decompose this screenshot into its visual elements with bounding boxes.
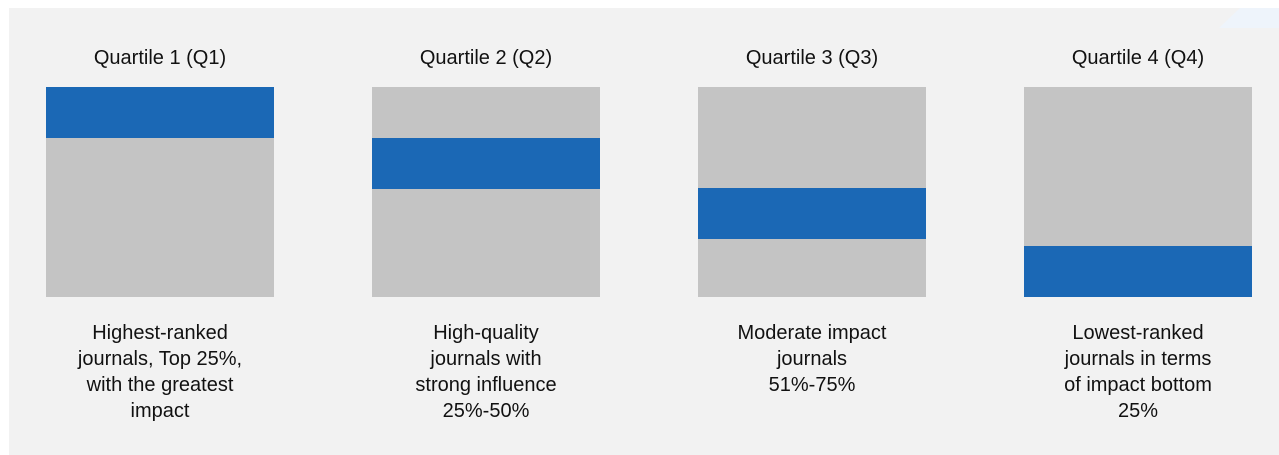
description-line: Moderate impact <box>737 322 887 344</box>
quartile-highlight-band <box>372 138 600 189</box>
quartile-column-q4: Quartile 4 (Q4) Lowest-ranked journals i… <box>1024 8 1252 455</box>
quartile-diagram-panel: Quartile 1 (Q1) Highest-ranked journals,… <box>9 8 1279 455</box>
quartile-column-q3: Quartile 3 (Q3) Moderate impact journals… <box>698 8 926 455</box>
quartile-highlight-band <box>1024 246 1252 297</box>
description-line: 51%-75% <box>768 374 856 396</box>
description-line: Highest-ranked <box>92 322 228 344</box>
quartile-title: Quartile 4 (Q4) <box>1071 47 1205 69</box>
quartile-highlight-band <box>698 188 926 239</box>
quartile-box <box>698 87 926 297</box>
description-line: journals, Top 25%, <box>77 348 243 370</box>
description-line: 25%-50% <box>442 400 530 422</box>
quartile-box <box>46 87 274 297</box>
quartile-box <box>372 87 600 297</box>
description-line: journals <box>776 348 848 370</box>
description-line: Lowest-ranked <box>1072 322 1204 344</box>
description-line: strong influence <box>415 374 557 396</box>
description-line: of impact bottom <box>1064 374 1212 396</box>
quartile-highlight-band <box>46 87 274 138</box>
description-line: 25% <box>1117 400 1159 422</box>
description-line: journals with <box>430 348 542 370</box>
quartile-box <box>1024 87 1252 297</box>
quartile-description: Moderate impact journals 51%-75% <box>678 320 946 398</box>
quartile-description: Highest-ranked journals, Top 25%, with t… <box>26 320 294 424</box>
description-line: impact <box>130 400 190 422</box>
quartile-description: Lowest-ranked journals in terms of impac… <box>1004 320 1272 424</box>
quartile-column-q1: Quartile 1 (Q1) Highest-ranked journals,… <box>46 8 274 455</box>
quartile-title: Quartile 1 (Q1) <box>93 47 227 69</box>
description-line: High-quality <box>433 322 539 344</box>
quartile-title: Quartile 3 (Q3) <box>745 47 879 69</box>
quartile-column-q2: Quartile 2 (Q2) High-quality journals wi… <box>372 8 600 455</box>
description-line: journals in terms <box>1064 348 1212 370</box>
quartile-title: Quartile 2 (Q2) <box>419 47 553 69</box>
quartile-description: High-quality journals with strong influe… <box>352 320 620 424</box>
description-line: with the greatest <box>86 374 234 396</box>
